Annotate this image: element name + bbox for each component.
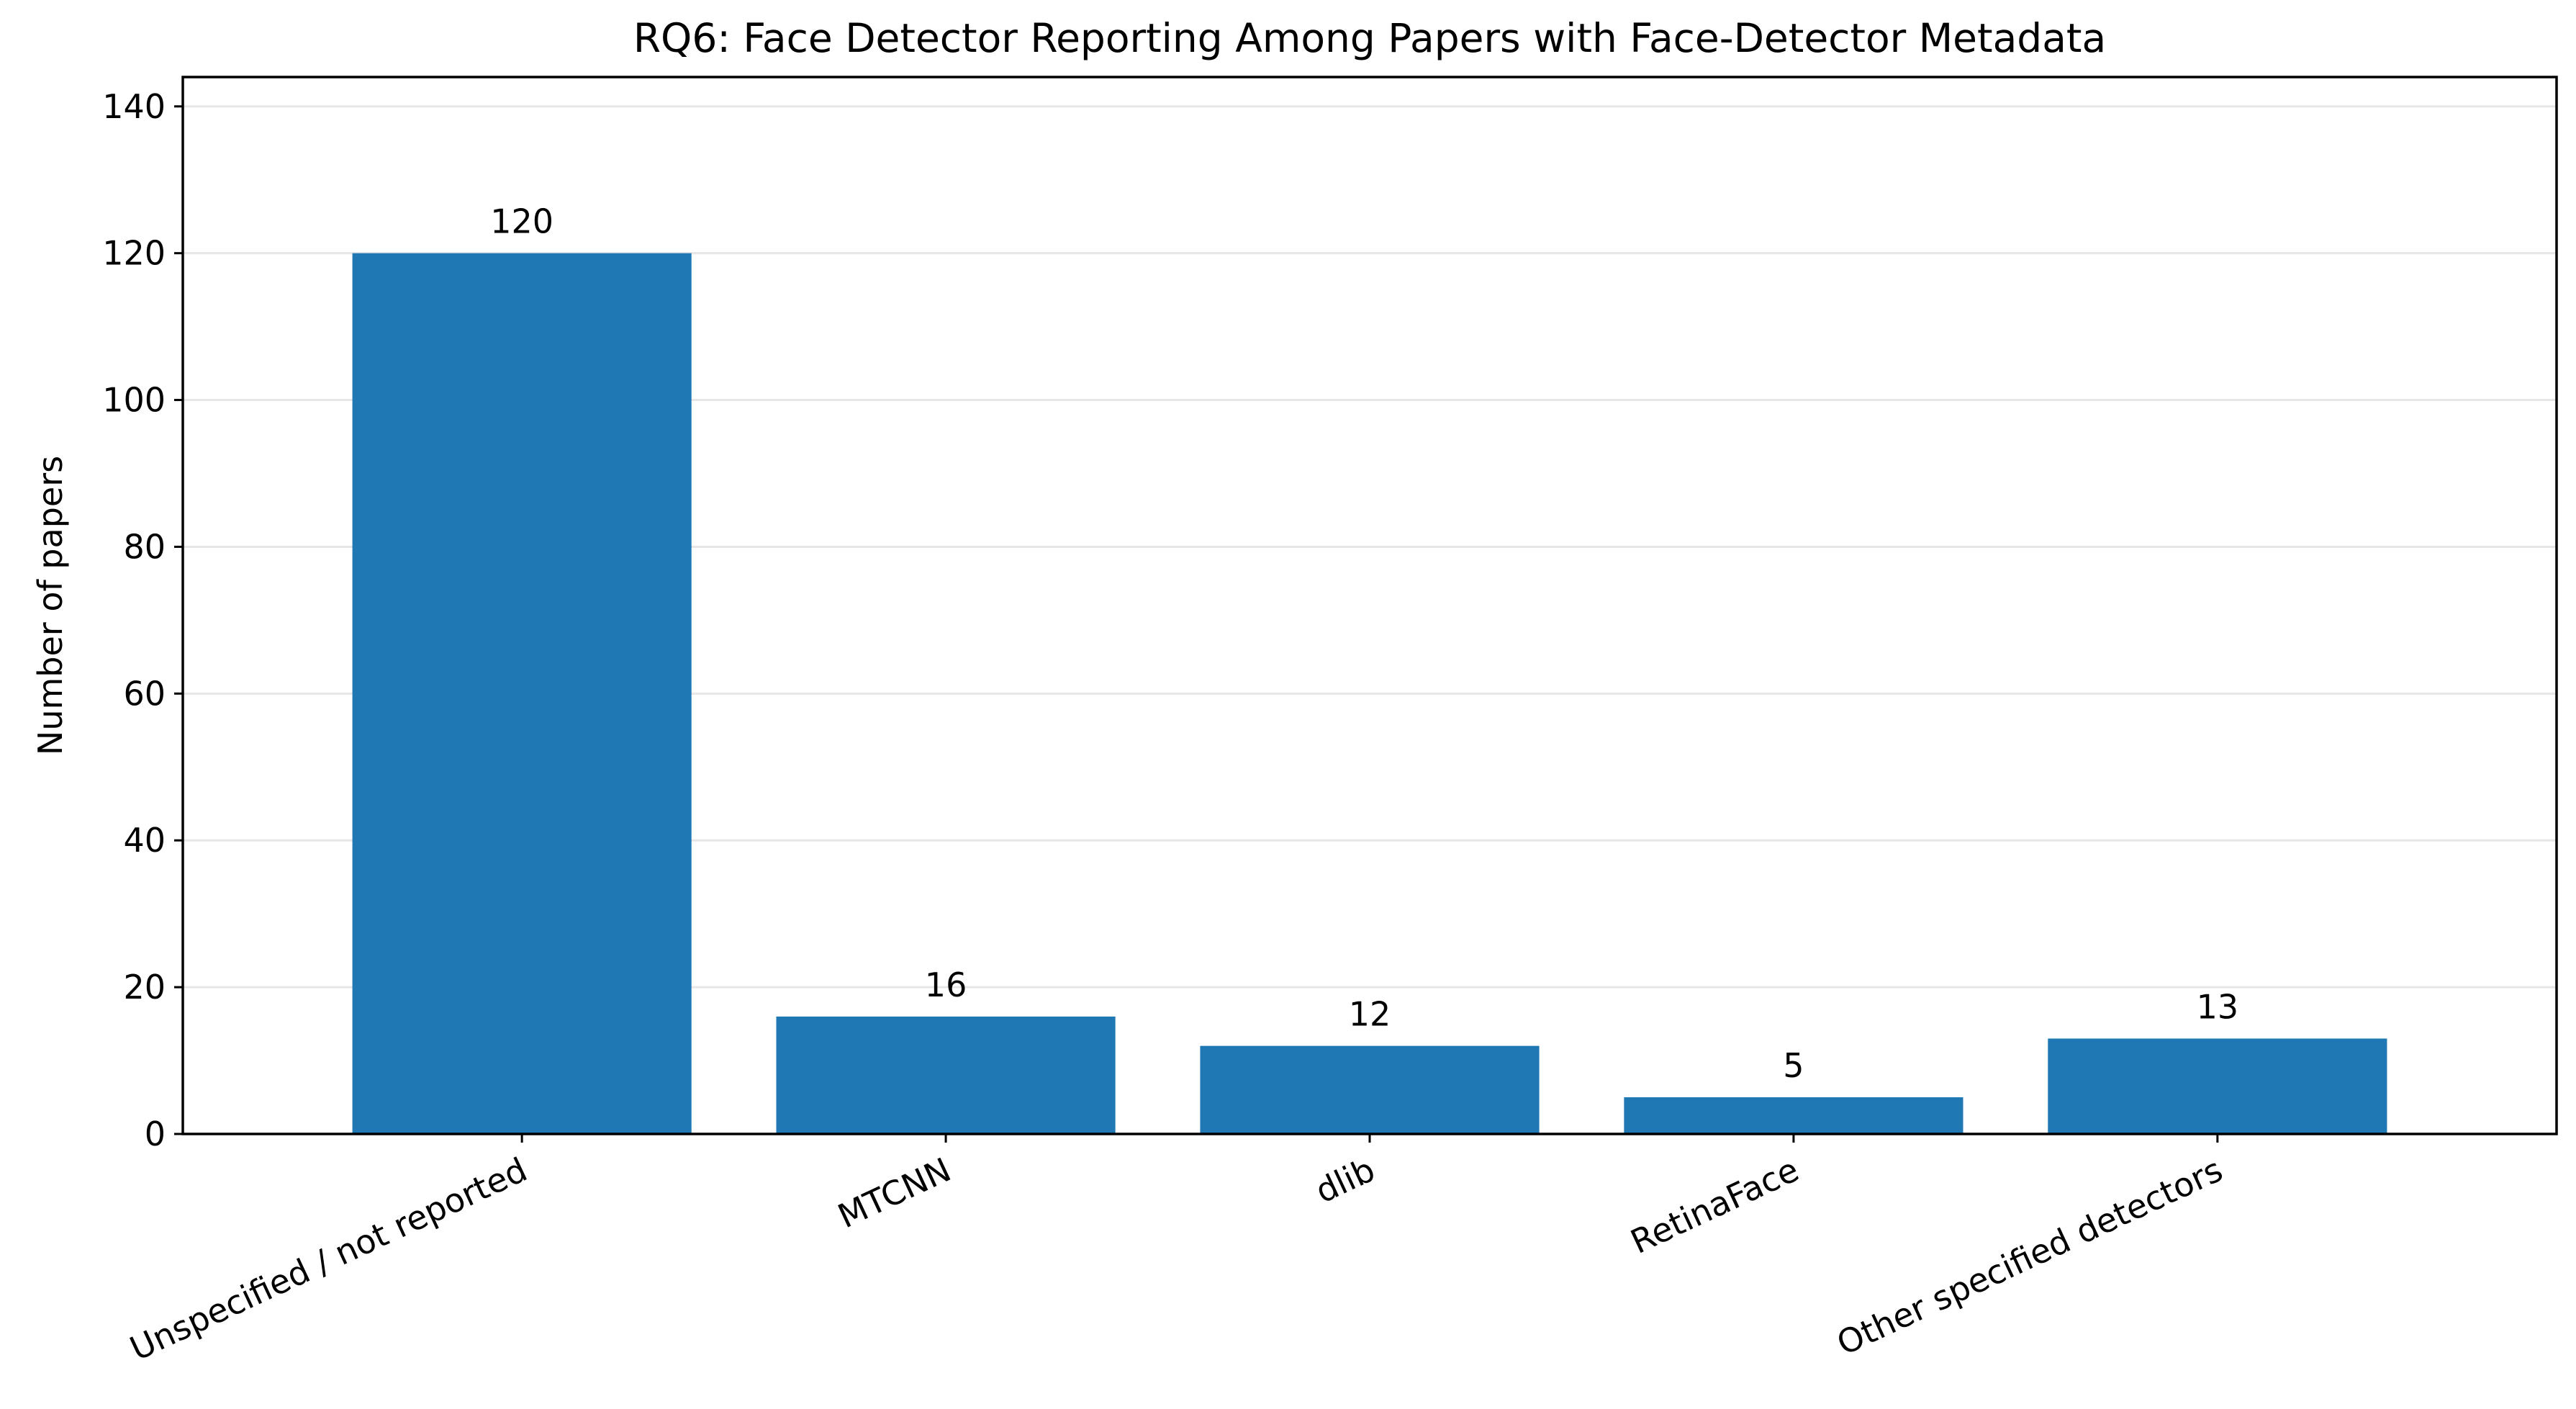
y-tick-label: 0 bbox=[145, 1115, 166, 1153]
bar-value-label: 16 bbox=[925, 965, 967, 1004]
bar bbox=[1200, 1045, 1540, 1134]
bar bbox=[352, 253, 692, 1135]
y-tick-label: 120 bbox=[102, 234, 166, 273]
bar bbox=[776, 1016, 1116, 1134]
y-axis-ticks: 0 20 40 60 80 100 120 140 bbox=[102, 87, 183, 1153]
bar-value-label: 12 bbox=[1349, 995, 1391, 1034]
y-tick-label: 100 bbox=[102, 381, 166, 420]
bar bbox=[1624, 1097, 1963, 1134]
value-labels: 120 16 12 5 13 bbox=[490, 202, 2238, 1085]
bar-value-label: 120 bbox=[490, 202, 553, 241]
y-tick-label: 20 bbox=[123, 968, 166, 1007]
bar-value-label: 5 bbox=[1783, 1046, 1804, 1085]
y-tick-label: 80 bbox=[123, 527, 166, 566]
bars bbox=[352, 253, 2387, 1135]
y-axis-label: Number of papers bbox=[31, 456, 70, 755]
y-tick-label: 40 bbox=[123, 821, 166, 860]
y-tick-label: 140 bbox=[102, 87, 166, 126]
chart-title: RQ6: Face Detector Reporting Among Paper… bbox=[633, 15, 2106, 61]
bar-value-label: 13 bbox=[2197, 987, 2239, 1026]
y-tick-label: 60 bbox=[123, 674, 166, 713]
bar bbox=[2048, 1038, 2387, 1134]
